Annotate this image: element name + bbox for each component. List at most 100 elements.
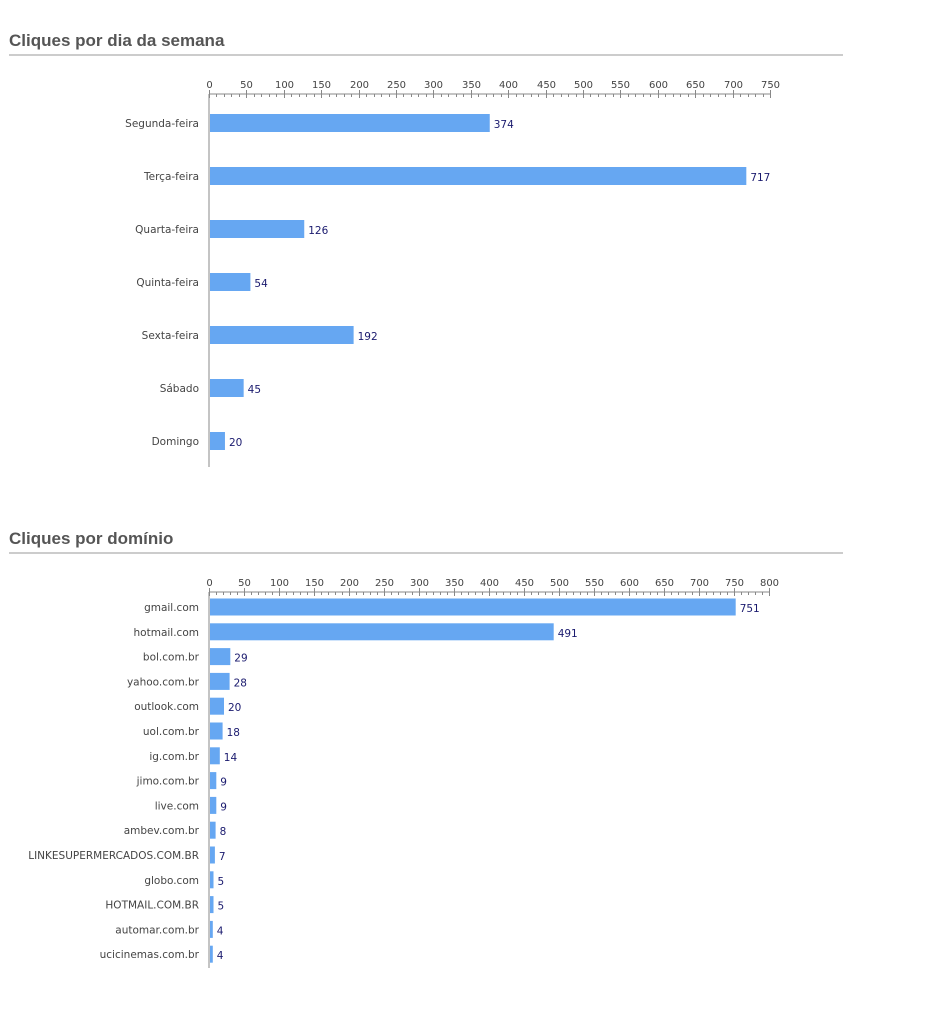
- x-tick-label: 0: [206, 578, 212, 589]
- category-label: Quinta-feira: [136, 277, 199, 289]
- data-label: 9: [220, 777, 227, 789]
- data-label: 18: [227, 727, 240, 739]
- x-tick-label: 50: [238, 578, 251, 589]
- x-tick-label: 750: [725, 578, 744, 589]
- data-label: 7: [219, 851, 226, 863]
- data-label: 751: [740, 603, 760, 615]
- weekday-title-divider: [9, 54, 843, 56]
- category-label: live.com: [155, 800, 199, 812]
- data-label: 14: [224, 752, 238, 764]
- x-tick-label: 300: [424, 80, 443, 91]
- x-tick-label: 700: [724, 80, 743, 91]
- data-label: 20: [229, 437, 242, 449]
- bar: [210, 821, 216, 839]
- data-label: 192: [358, 331, 378, 343]
- domain-clicks-section: Cliques por domínio 0 50 100 150 200 250 300 35…: [0, 500, 934, 1014]
- category-label: gmail.com: [144, 602, 199, 614]
- x-tick-label: 100: [275, 80, 294, 91]
- weekday-clicks-chart: 0 50 100 150 200 250 300 350 400 450 500 550 600 650 7…: [125, 80, 780, 467]
- x-tick-label: 800: [760, 578, 779, 589]
- data-label: 126: [308, 225, 328, 237]
- bar: [210, 846, 215, 864]
- x-tick-label: 550: [585, 578, 604, 589]
- bar: [210, 326, 354, 344]
- data-label: 5: [218, 876, 225, 888]
- data-label: 20: [228, 702, 241, 714]
- weekday-clicks-section: Cliques por dia da semana 0 50 100 150 200 25…: [0, 0, 934, 500]
- x-tick-label: 100: [270, 578, 289, 589]
- x-tick-label: 500: [550, 578, 569, 589]
- bar: [210, 945, 213, 963]
- x-tick-label: 350: [462, 80, 481, 91]
- x-tick-label: 650: [686, 80, 705, 91]
- category-label: Terça-feira: [143, 171, 199, 183]
- category-label: yahoo.com.br: [127, 676, 200, 688]
- category-label: ig.com.br: [149, 751, 199, 763]
- bar: [210, 747, 220, 765]
- bar: [210, 432, 225, 450]
- x-tick-label: 400: [499, 80, 518, 91]
- bar: [210, 220, 305, 238]
- category-label: Domingo: [152, 436, 199, 448]
- data-label: 54: [254, 278, 268, 290]
- domain-title-divider: [9, 552, 843, 554]
- x-tick-label: 200: [350, 80, 369, 91]
- data-label: 28: [234, 677, 247, 689]
- x-tick-label: 250: [387, 80, 406, 91]
- data-label: 4: [217, 950, 224, 962]
- x-tick-label: 450: [537, 80, 556, 91]
- x-tick-label: 200: [340, 578, 359, 589]
- category-label: Sábado: [160, 383, 199, 395]
- data-label: 374: [494, 119, 514, 131]
- bar: [210, 114, 490, 132]
- x-tick-label: 400: [480, 578, 499, 589]
- x-tick-label: 300: [410, 578, 429, 589]
- x-tick-label: 750: [761, 80, 780, 91]
- bar: [210, 697, 224, 715]
- category-label: Quarta-feira: [135, 224, 199, 236]
- category-label: outlook.com: [134, 701, 199, 713]
- category-label: hotmail.com: [134, 627, 199, 639]
- bar: [210, 772, 217, 790]
- x-tick-label: 250: [375, 578, 394, 589]
- category-label: Segunda-feira: [125, 118, 199, 130]
- category-label: ambev.com.br: [124, 825, 200, 837]
- data-label: 9: [220, 801, 227, 813]
- x-tick-label: 600: [649, 80, 668, 91]
- x-tick-label: 550: [611, 80, 630, 91]
- data-label: 45: [248, 384, 261, 396]
- domain-chart-title: Cliques por domínio: [9, 529, 174, 548]
- category-label: uol.com.br: [143, 726, 200, 738]
- bar: [210, 598, 736, 616]
- bar: [210, 796, 217, 814]
- bar: [210, 167, 747, 185]
- bar: [210, 648, 231, 666]
- bar: [210, 722, 223, 740]
- data-label: 717: [750, 172, 770, 184]
- x-tick-label: 150: [305, 578, 324, 589]
- weekday-chart-title: Cliques por dia da semana: [9, 31, 225, 50]
- x-tick-label: 350: [445, 578, 464, 589]
- x-tick-label: 500: [574, 80, 593, 91]
- category-label: HOTMAIL.COM.BR: [105, 900, 199, 912]
- x-tick-label: 600: [620, 578, 639, 589]
- x-tick-label: 450: [515, 578, 534, 589]
- category-label: jimo.com.br: [136, 776, 200, 788]
- data-label: 4: [217, 925, 224, 937]
- bar: [210, 672, 230, 690]
- x-tick-label: 0: [206, 80, 212, 91]
- x-tick-label: 700: [690, 578, 709, 589]
- bar: [210, 623, 554, 641]
- bar: [210, 273, 251, 291]
- bar: [210, 379, 244, 397]
- category-label: LINKESUPERMERCADOS.COM.BR: [28, 850, 199, 862]
- category-label: globo.com: [144, 875, 199, 887]
- data-label: 5: [218, 901, 225, 913]
- category-label: bol.com.br: [143, 652, 200, 664]
- bar: [210, 896, 214, 914]
- data-label: 8: [220, 826, 227, 838]
- bar: [210, 920, 213, 938]
- bar: [210, 871, 214, 889]
- x-tick-label: 50: [240, 80, 253, 91]
- category-label: automar.com.br: [115, 924, 199, 936]
